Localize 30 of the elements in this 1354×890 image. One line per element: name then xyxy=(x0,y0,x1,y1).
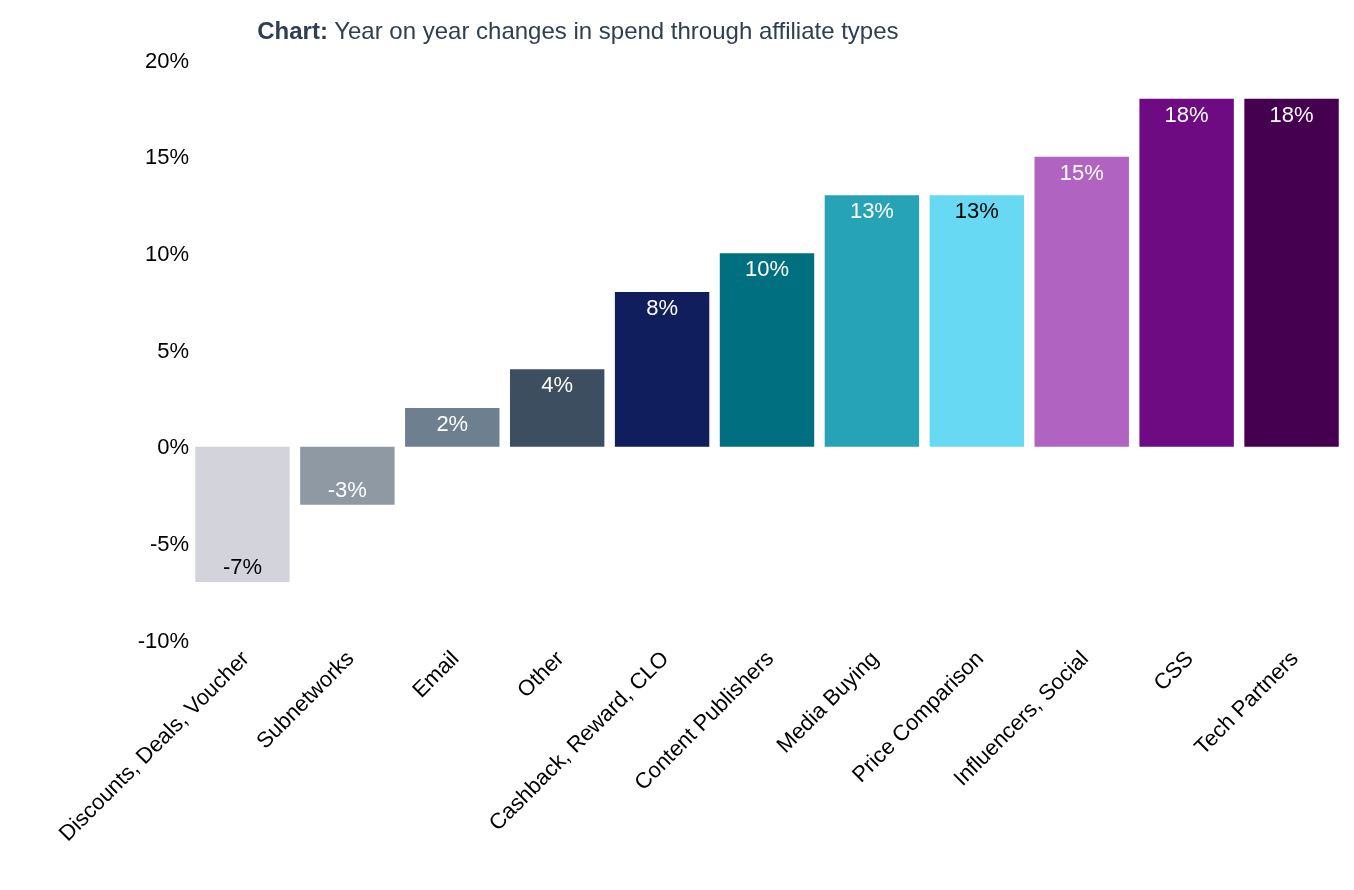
bar xyxy=(1244,98,1339,447)
y-tick-label: 10% xyxy=(144,241,189,267)
bar xyxy=(509,369,605,447)
data-label: 18% xyxy=(1164,101,1209,127)
chart-title: Chart: Year on year changes in spend through affiliate types xyxy=(257,17,899,45)
bar xyxy=(614,292,710,447)
data-label: 10% xyxy=(744,256,790,282)
bar xyxy=(929,195,1025,447)
data-label: 4% xyxy=(541,372,574,398)
bar xyxy=(824,195,920,447)
y-tick-label: 15% xyxy=(144,144,189,170)
bar xyxy=(1034,156,1129,447)
bar xyxy=(1139,98,1234,447)
data-label: 13% xyxy=(849,198,894,224)
data-label: 8% xyxy=(646,295,678,320)
y-tick-label: 20% xyxy=(144,47,189,73)
bar xyxy=(300,446,395,505)
data-label: 18% xyxy=(1269,101,1314,127)
bar xyxy=(405,408,500,447)
data-label: -3% xyxy=(327,476,367,502)
y-tick-label: 0% xyxy=(157,434,189,460)
data-label: 2% xyxy=(436,411,469,436)
data-label: -7% xyxy=(222,554,263,579)
data-label: 15% xyxy=(1059,159,1104,185)
bar xyxy=(195,446,290,582)
y-tick-label: 5% xyxy=(157,337,189,363)
y-tick-label: -10% xyxy=(137,627,189,653)
bar xyxy=(719,253,815,447)
y-tick-label: -5% xyxy=(149,531,189,557)
data-label: 13% xyxy=(954,198,999,224)
